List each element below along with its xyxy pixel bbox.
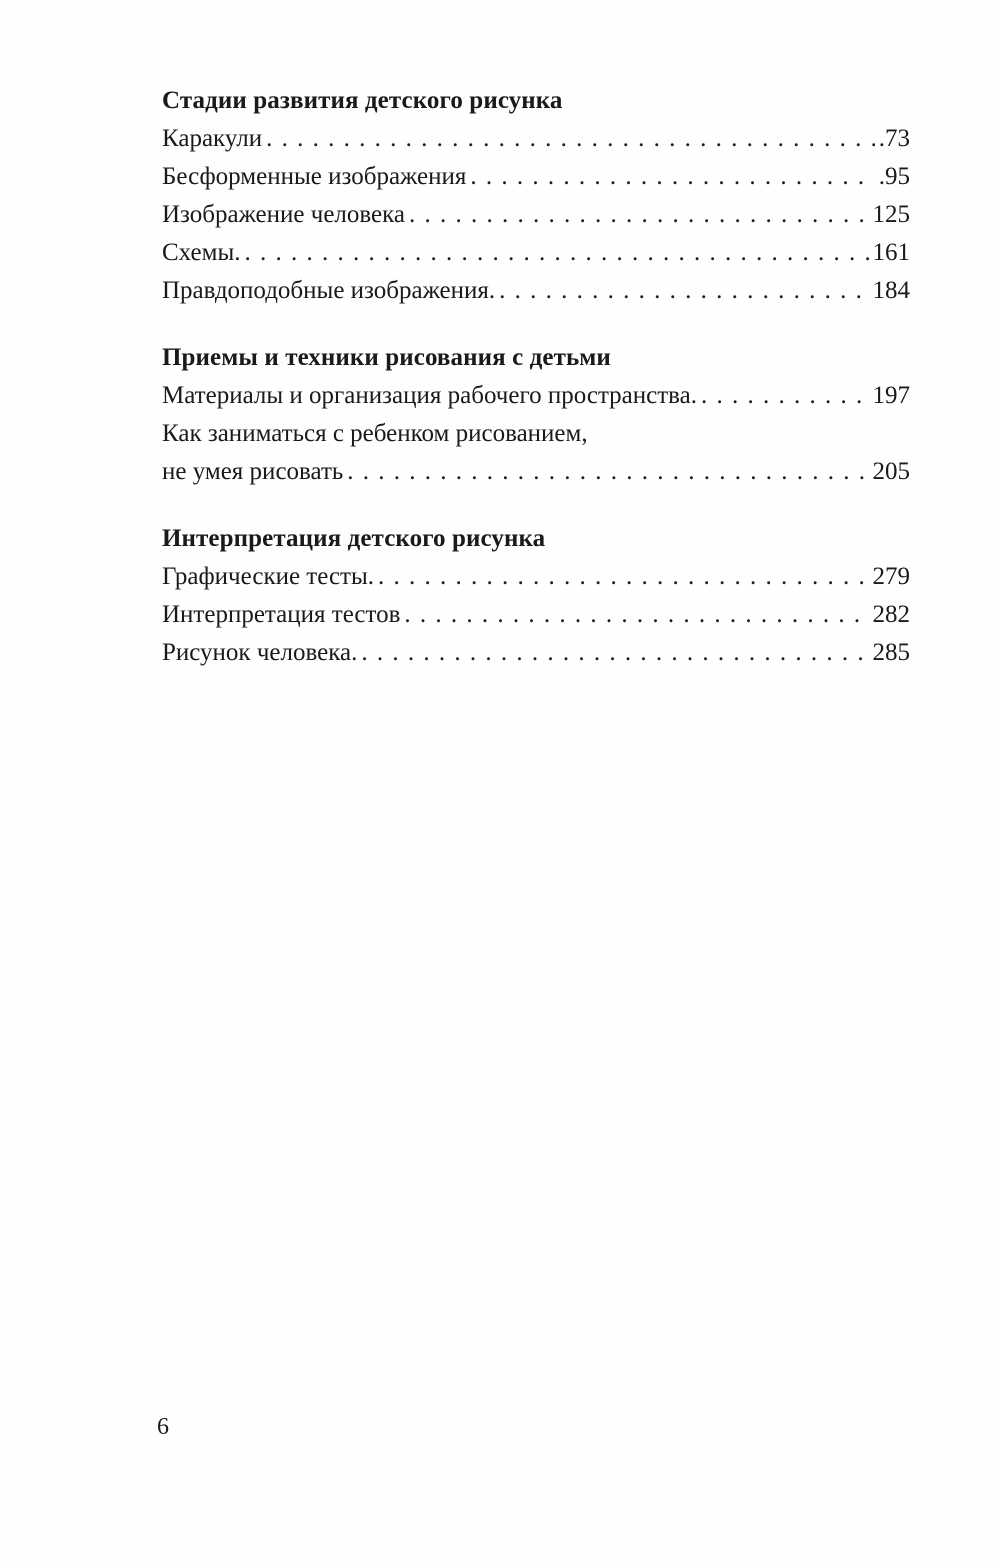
dot-leader <box>499 272 868 310</box>
entry-title-line2: не умея рисовать <box>162 458 344 485</box>
entry-page: 125 <box>872 201 911 228</box>
toc-section-interpretation: Интерпретация детского рисунка Графическ… <box>162 520 910 672</box>
entry-title: Как заниматься с ребенком рисованием, <box>162 420 588 447</box>
toc-entry-line2: не умея рисовать 205 <box>162 453 910 491</box>
entry-page: 279 <box>872 563 911 590</box>
entry-title: Схемы. <box>162 239 241 266</box>
entry-title: Графические тесты. <box>162 563 375 590</box>
dot-leader <box>245 234 869 272</box>
toc-entry: Правдоподобные изображения. 184 <box>162 272 910 310</box>
entry-page: 197 <box>872 382 911 409</box>
toc-entry: Изображение человека 125 <box>162 196 910 234</box>
toc-entry: Каракули .73 <box>162 120 910 158</box>
page-number: 6 <box>157 1414 169 1440</box>
entry-page: .95 <box>878 163 910 190</box>
entry-page: 161 <box>872 239 911 266</box>
entry-title: Бесформенные изображения <box>162 163 467 190</box>
dot-leader <box>470 158 874 196</box>
entry-page: 285 <box>872 639 911 666</box>
entry-title: Интерпретация тестов <box>162 601 401 628</box>
entry-title: Изображение человека <box>162 201 406 228</box>
dot-leader <box>361 634 868 672</box>
toc-entry: Рисунок человека. 285 <box>162 634 910 672</box>
toc-entry: Материалы и организация рабочего простра… <box>162 377 910 415</box>
toc-section-stages: Стадии развития детского рисунка Каракул… <box>162 82 910 310</box>
toc-entry-line1: Как заниматься с ребенком рисованием, <box>162 415 910 453</box>
entry-title: Каракули <box>162 125 263 152</box>
dot-leader <box>378 558 868 596</box>
entry-page: 282 <box>872 601 911 628</box>
toc-entry: Бесформенные изображения .95 <box>162 158 910 196</box>
dot-leader <box>347 453 868 491</box>
entry-page: 205 <box>872 458 911 485</box>
section-heading: Приемы и техники рисования с детьми <box>162 344 611 371</box>
toc-entry: Интерпретация тестов 282 <box>162 596 910 634</box>
toc-entry: Графические тесты. 279 <box>162 558 910 596</box>
toc-entry: Схемы. 161 <box>162 234 910 272</box>
toc-section-techniques: Приемы и техники рисования с детьми Мате… <box>162 339 910 491</box>
entry-title: Материалы и организация рабочего простра… <box>162 382 697 409</box>
entry-page: .73 <box>878 125 910 152</box>
entry-page: 184 <box>872 277 911 304</box>
dot-leader <box>409 196 868 234</box>
dot-leader <box>404 596 868 634</box>
entry-title: Правдоподобные изображения. <box>162 277 496 304</box>
entry-title: Рисунок человека. <box>162 639 358 666</box>
dot-leader <box>701 377 869 415</box>
dot-leader <box>266 120 875 158</box>
section-heading: Стадии развития детского рисунка <box>162 87 563 114</box>
table-of-contents: Стадии развития детского рисунка Каракул… <box>162 82 910 701</box>
section-heading: Интерпретация детского рисунка <box>162 525 546 552</box>
